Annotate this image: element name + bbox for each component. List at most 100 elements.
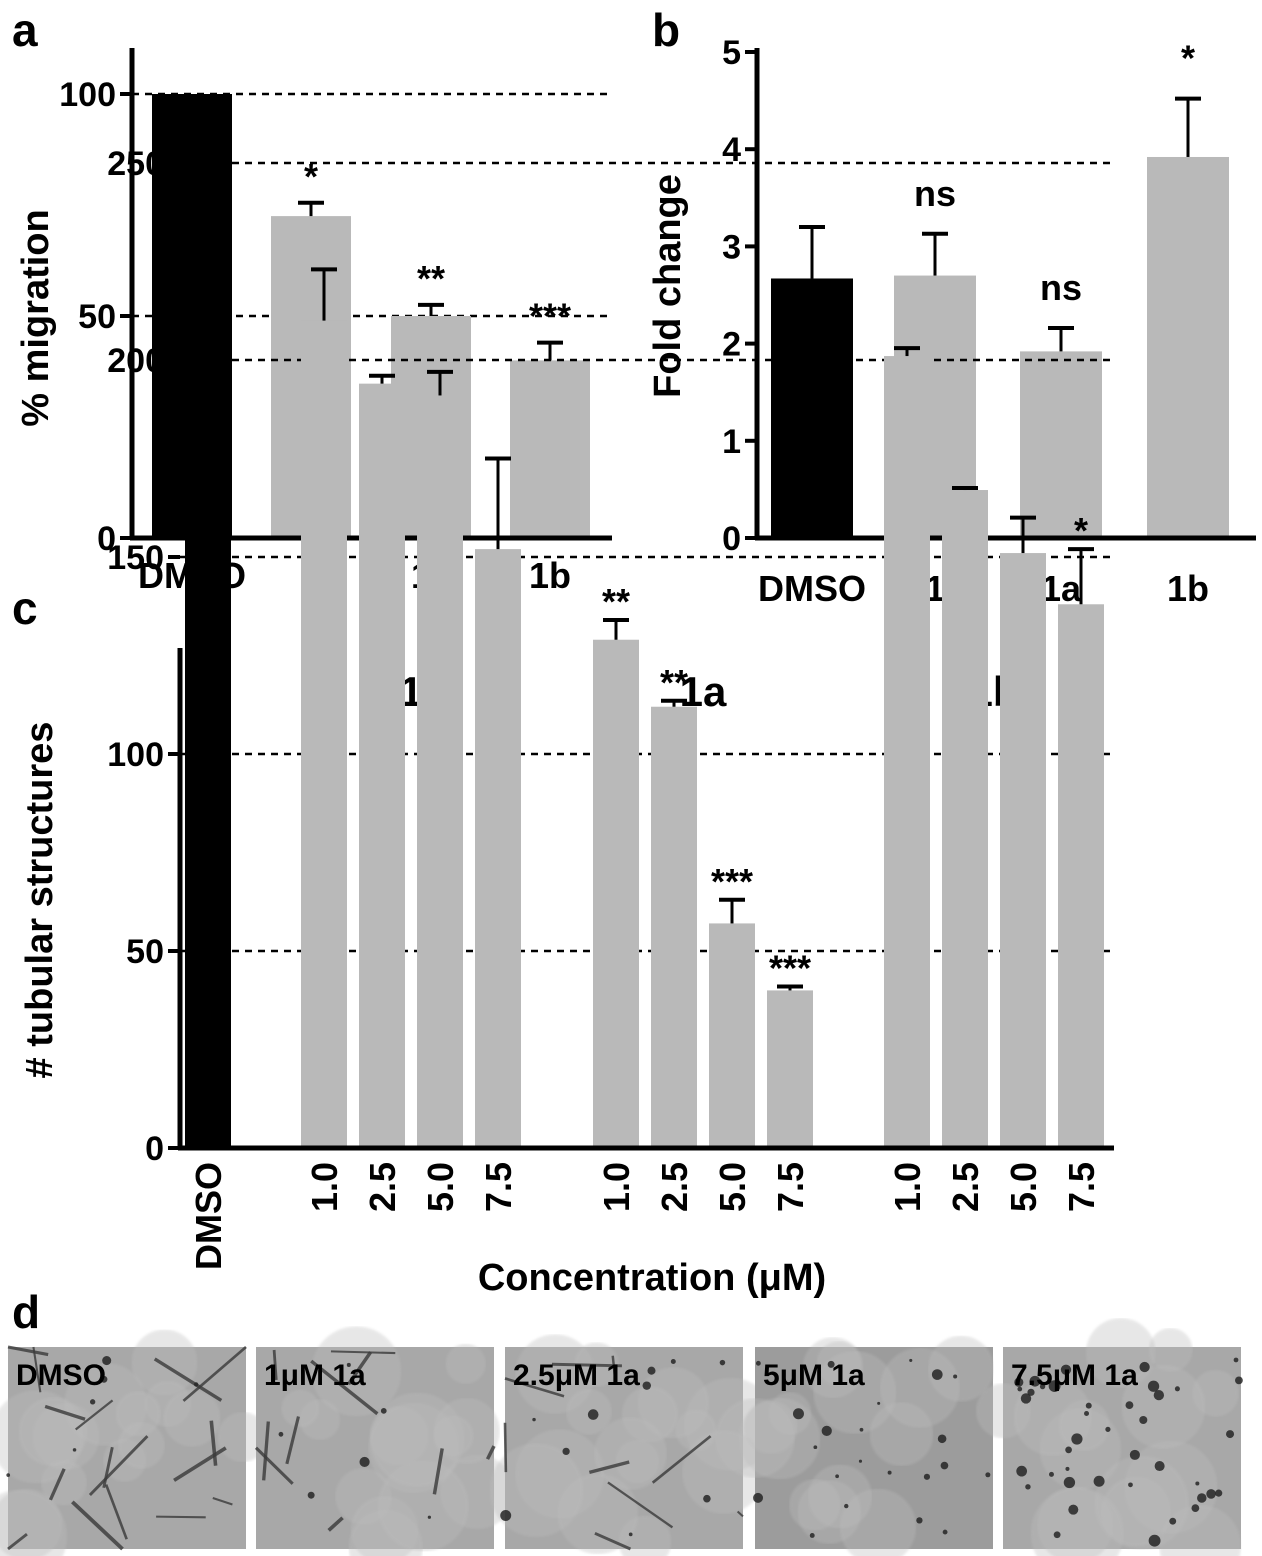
tube-segment: [594, 1532, 632, 1551]
y-tick-label: 3: [722, 228, 741, 266]
bar-1a-1.0: [593, 639, 639, 1148]
cell-cluster: [532, 1417, 536, 1422]
micrograph-texture: [0, 1489, 67, 1556]
cell-cluster: [1025, 1484, 1031, 1490]
significance-label: ***: [711, 861, 753, 902]
bar-1b-2.5: [942, 490, 988, 1148]
panel-letter-c: c: [12, 582, 38, 634]
tube-segment: [74, 1399, 114, 1431]
micrograph-texture: [1101, 1476, 1171, 1547]
tube-segment: [7, 1532, 28, 1551]
x-tick-label: 1b: [1167, 568, 1209, 609]
cell-cluster: [809, 1533, 815, 1538]
cell-cluster: [1233, 1357, 1239, 1363]
tube-segment: [182, 1345, 247, 1402]
cell-cluster: [953, 1374, 958, 1379]
tube-segment: [262, 1421, 270, 1481]
cell-cluster: [1071, 1433, 1083, 1445]
cell-cluster: [937, 1434, 947, 1444]
bar-DMSO: [771, 278, 853, 538]
x-tick-label: 5.0: [1003, 1162, 1044, 1212]
cell-cluster: [909, 1358, 913, 1363]
y-tick-label: 150: [107, 539, 164, 577]
y-axis-title: # tubular structures: [19, 722, 61, 1079]
bar-1a-5.0: [709, 923, 755, 1148]
micrograph-texture: [813, 1351, 897, 1434]
micrograph-texture: [281, 1389, 320, 1428]
tube-segment: [607, 1481, 674, 1529]
y-tick-label: 2: [722, 326, 741, 364]
x-tick-label: 7.5: [1061, 1162, 1102, 1212]
tube-segment: [736, 1510, 744, 1518]
cell-cluster: [753, 1492, 764, 1503]
significance-label: ***: [529, 296, 571, 337]
tube-segment: [330, 1350, 396, 1355]
cell-cluster: [1063, 1476, 1076, 1489]
y-tick-label: 250: [107, 145, 164, 183]
cell-cluster: [813, 1445, 818, 1450]
micrograph-texture: [1085, 1318, 1156, 1388]
x-tick-label: 1.0: [887, 1162, 928, 1212]
cell-cluster: [827, 1360, 835, 1368]
cell-cluster: [1195, 1481, 1200, 1486]
x-tick-label: 1.0: [596, 1162, 637, 1212]
tube-segment: [310, 1359, 379, 1416]
tube-segment: [503, 1422, 508, 1473]
cell-cluster: [1048, 1471, 1054, 1477]
cell-cluster: [1206, 1489, 1216, 1499]
cell-cluster: [1125, 1401, 1134, 1410]
x-tick-label: 1.0: [304, 1162, 345, 1212]
tube-segment: [347, 1351, 373, 1386]
cell-cluster: [1085, 1402, 1092, 1409]
cell-cluster: [1129, 1449, 1140, 1460]
tube-segment: [651, 1435, 712, 1484]
panel-letter-b: b: [652, 4, 680, 56]
cell-cluster: [1174, 1386, 1180, 1392]
y-tick-label: 4: [722, 131, 741, 169]
tube-segment: [156, 1515, 206, 1519]
x-tick-label: 2.5: [362, 1162, 403, 1212]
cell-cluster: [346, 1362, 351, 1367]
x-tick-label: 2.5: [654, 1162, 695, 1212]
micrograph-texture: [715, 1398, 795, 1478]
cell-cluster: [1027, 1388, 1035, 1396]
bar-1a: [1020, 351, 1102, 538]
bar-1-2.5: [359, 383, 405, 1148]
cell-cluster: [844, 1503, 849, 1509]
cell-cluster: [1048, 1380, 1061, 1392]
cell-cluster: [1235, 1376, 1243, 1385]
cell-cluster: [1068, 1504, 1079, 1515]
micrograph-texture: [557, 1473, 639, 1555]
y-tick-label: 100: [107, 736, 164, 774]
y-tick-label: 200: [107, 342, 164, 380]
x-tick-label: 2.5: [945, 1162, 986, 1212]
tube-segment: [551, 1362, 622, 1368]
micrograph-texture: [115, 1391, 161, 1437]
tube-segment: [588, 1460, 630, 1474]
significance-label: *: [304, 156, 318, 197]
micrograph-texture: [445, 1343, 486, 1384]
y-tick-label: 1: [722, 423, 741, 461]
x-tick-label: DMSO: [758, 568, 866, 609]
cell-cluster: [985, 1472, 991, 1478]
cell-cluster: [1147, 1380, 1160, 1392]
group-label: 1: [399, 668, 422, 715]
cell-cluster: [1039, 1383, 1046, 1390]
micrograph-label: 5μM 1a: [763, 1359, 865, 1392]
significance-label: ns: [914, 173, 956, 214]
cell-cluster: [931, 1369, 943, 1380]
tube-segment: [432, 1448, 444, 1495]
cell-cluster: [877, 1401, 881, 1405]
y-tick-label: 50: [78, 298, 116, 336]
cell-cluster: [642, 1381, 651, 1390]
cell-cluster: [792, 1408, 804, 1420]
cell-cluster: [72, 1448, 77, 1452]
bar-1-7.5: [475, 549, 521, 1148]
cell-cluster: [1053, 1531, 1061, 1539]
cell-cluster: [1065, 1466, 1070, 1471]
y-tick-label: 0: [97, 520, 116, 558]
cell-cluster: [278, 1431, 284, 1437]
cell-cluster: [923, 1473, 931, 1480]
